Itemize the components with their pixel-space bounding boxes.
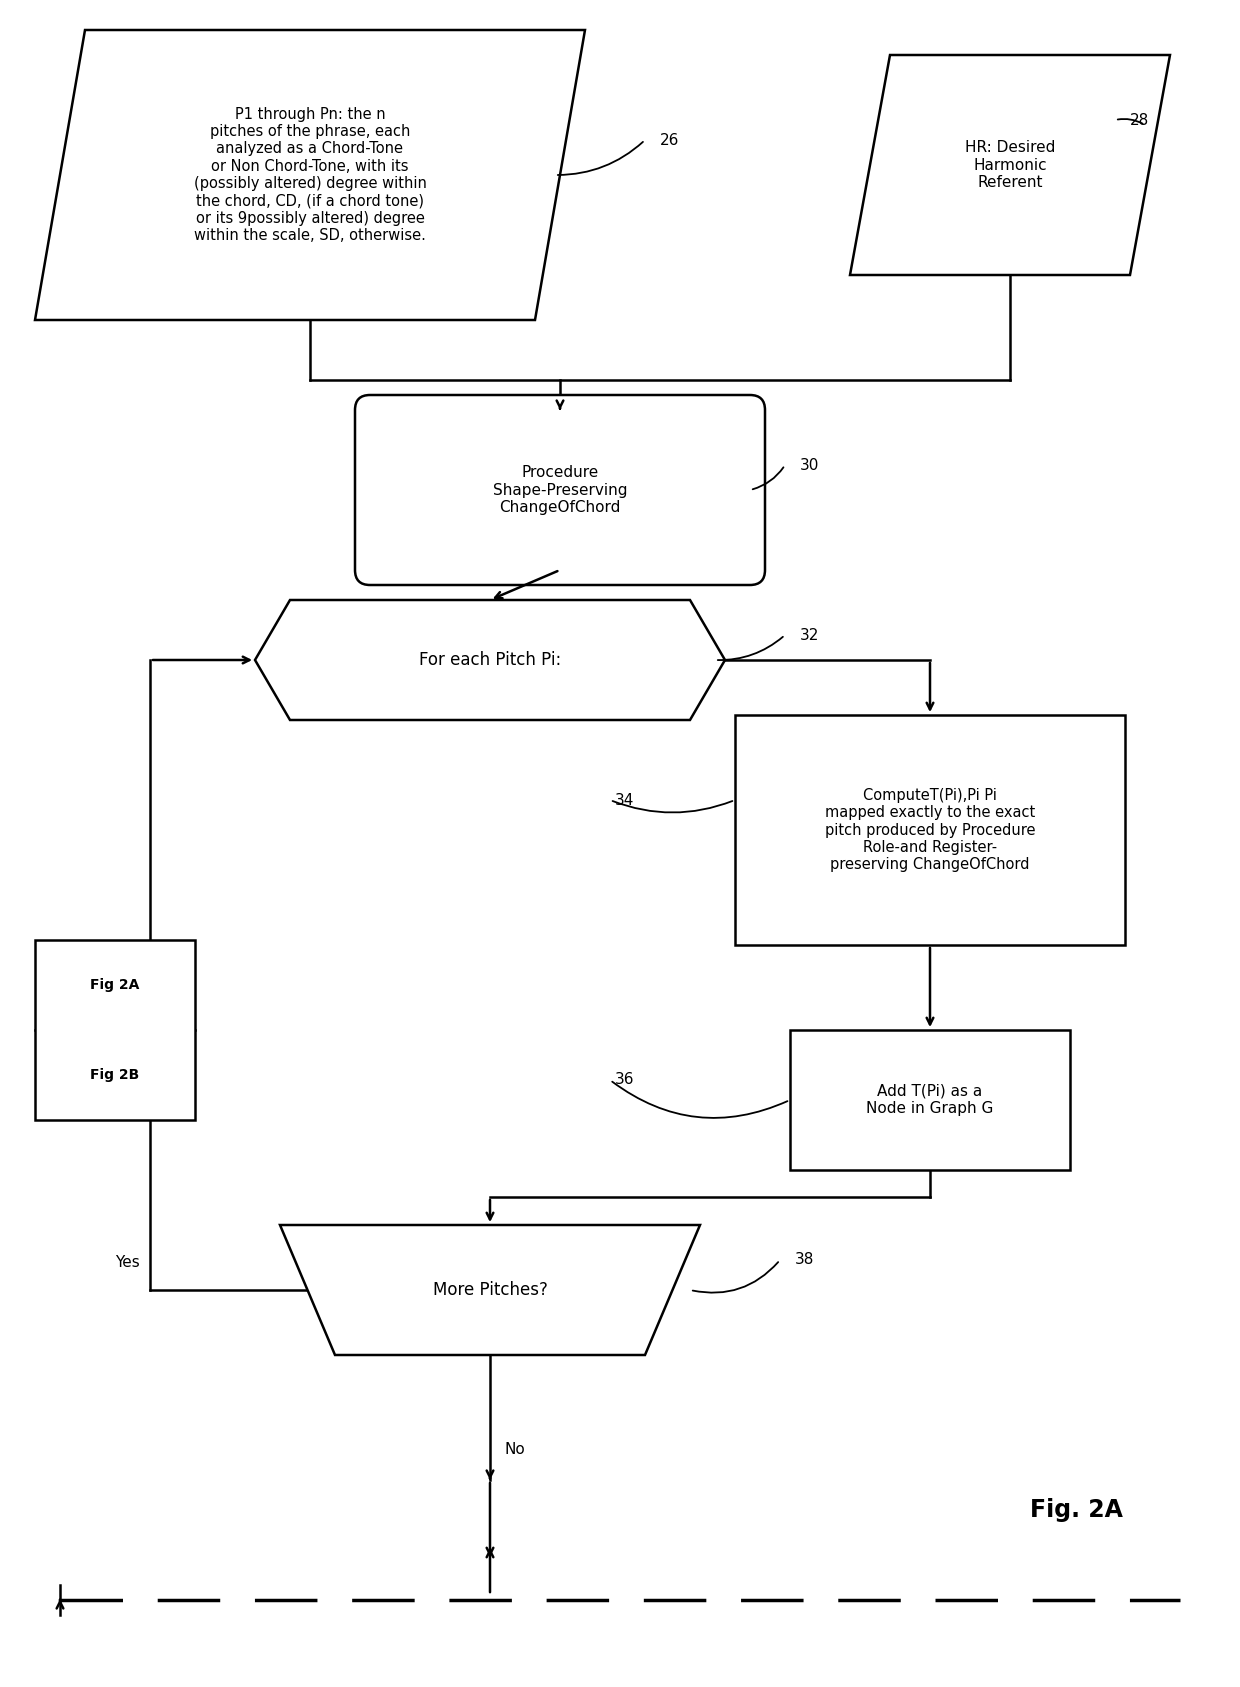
Text: Procedure
Shape-Preserving
ChangeOfChord: Procedure Shape-Preserving ChangeOfChord (492, 466, 627, 515)
Polygon shape (255, 601, 725, 720)
Bar (790, 1031, 1070, 1171)
Text: Fig 2A: Fig 2A (91, 978, 140, 992)
Bar (35, 940, 195, 1120)
Text: For each Pitch Pi:: For each Pitch Pi: (419, 651, 562, 670)
FancyBboxPatch shape (355, 395, 765, 585)
Text: HR: Desired
Harmonic
Referent: HR: Desired Harmonic Referent (965, 140, 1055, 191)
Text: 34: 34 (615, 793, 635, 808)
Text: 28: 28 (1130, 113, 1149, 128)
Polygon shape (280, 1225, 701, 1355)
Text: Yes: Yes (115, 1255, 140, 1270)
Text: 32: 32 (800, 628, 820, 643)
Text: P1 through Pn: the n
pitches of the phrase, each
analyzed as a Chord-Tone
or Non: P1 through Pn: the n pitches of the phra… (193, 106, 427, 243)
Text: 30: 30 (800, 457, 820, 472)
Text: 36: 36 (615, 1073, 635, 1088)
Text: More Pitches?: More Pitches? (433, 1280, 547, 1299)
Text: 38: 38 (795, 1252, 815, 1267)
Polygon shape (35, 30, 585, 321)
Polygon shape (849, 56, 1171, 275)
Text: No: No (505, 1442, 526, 1458)
Text: Add T(Pi) as a
Node in Graph G: Add T(Pi) as a Node in Graph G (867, 1083, 993, 1117)
Bar (735, 715, 1125, 945)
Text: Fig. 2A: Fig. 2A (1030, 1498, 1123, 1522)
Text: Fig 2B: Fig 2B (91, 1068, 140, 1081)
Text: 26: 26 (660, 133, 680, 147)
Text: ComputeT(Pi),Pi Pi
mapped exactly to the exact
pitch produced by Procedure
Role-: ComputeT(Pi),Pi Pi mapped exactly to the… (825, 788, 1035, 872)
